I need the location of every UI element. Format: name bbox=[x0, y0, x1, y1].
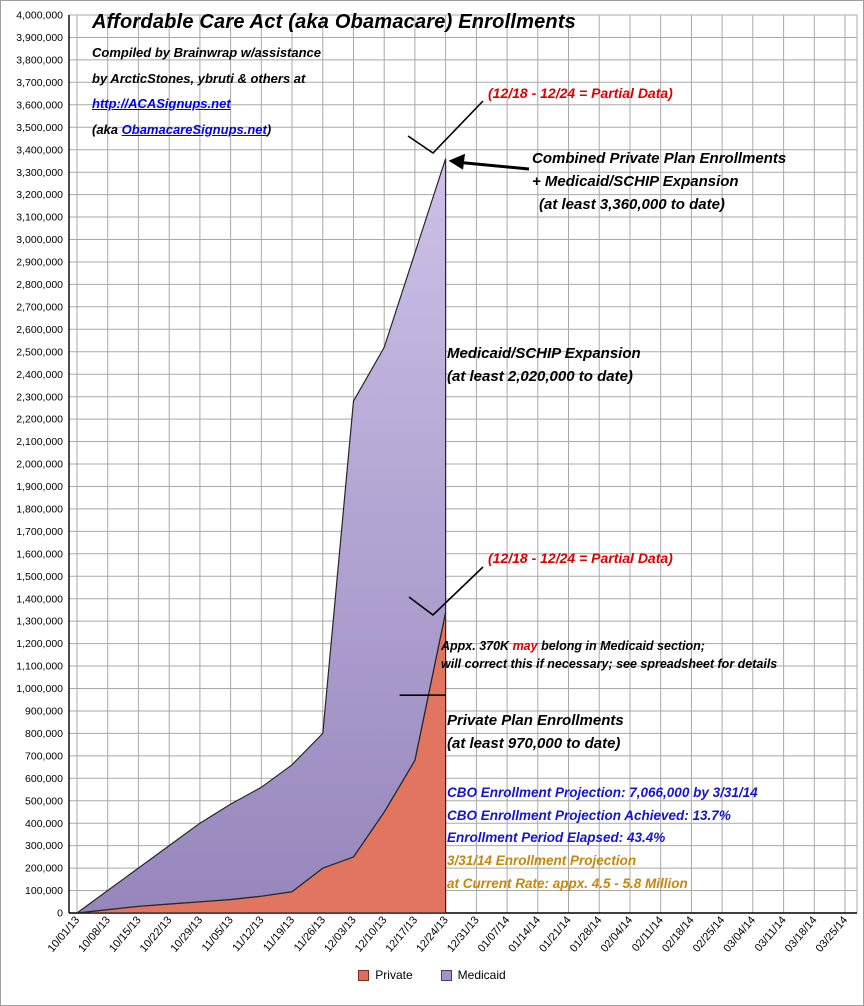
svg-text:1,500,000: 1,500,000 bbox=[16, 571, 63, 583]
svg-text:3,200,000: 3,200,000 bbox=[16, 189, 63, 201]
svg-text:1,100,000: 1,100,000 bbox=[16, 661, 63, 673]
svg-text:700,000: 700,000 bbox=[25, 751, 63, 763]
svg-text:12/24/13: 12/24/13 bbox=[414, 914, 451, 955]
svg-text:3,400,000: 3,400,000 bbox=[16, 144, 63, 156]
svg-text:2,300,000: 2,300,000 bbox=[16, 391, 63, 403]
legend-swatch-private bbox=[358, 969, 370, 981]
svg-text:100,000: 100,000 bbox=[25, 885, 63, 897]
combined-enrollments-note: Combined Private Plan Enrollments + Medi… bbox=[532, 147, 786, 216]
cbo-line-3: Enrollment Period Elapsed: 43.4% bbox=[447, 830, 666, 845]
legend-swatch-medicaid bbox=[440, 969, 452, 981]
svg-text:03/04/14: 03/04/14 bbox=[721, 914, 758, 955]
svg-text:200,000: 200,000 bbox=[25, 863, 63, 875]
correction-line-2: will correct this if necessary; see spre… bbox=[441, 657, 778, 671]
svg-text:3,100,000: 3,100,000 bbox=[16, 212, 63, 224]
svg-text:3,800,000: 3,800,000 bbox=[16, 55, 63, 67]
svg-text:1,900,000: 1,900,000 bbox=[16, 481, 63, 493]
svg-text:1,700,000: 1,700,000 bbox=[16, 526, 63, 538]
svg-text:0: 0 bbox=[57, 908, 63, 920]
note370-may: may bbox=[512, 639, 538, 653]
svg-text:400,000: 400,000 bbox=[25, 818, 63, 830]
obamacaresignups-link[interactable]: ObamacareSignups.net bbox=[121, 121, 267, 137]
medicaid-expansion-note: Medicaid/SCHIP Expansion (at least 2,020… bbox=[447, 342, 641, 388]
svg-text:01/28/14: 01/28/14 bbox=[568, 914, 605, 955]
svg-text:2,000,000: 2,000,000 bbox=[16, 459, 63, 471]
svg-text:3,300,000: 3,300,000 bbox=[16, 167, 63, 179]
svg-text:2,900,000: 2,900,000 bbox=[16, 257, 63, 269]
svg-text:3,500,000: 3,500,000 bbox=[16, 122, 63, 134]
cbo-projection-note: CBO Enrollment Projection: 7,066,000 by … bbox=[447, 782, 758, 850]
svg-text:500,000: 500,000 bbox=[25, 795, 63, 807]
acasignups-link[interactable]: http://ACASignups.net bbox=[92, 96, 231, 111]
svg-text:600,000: 600,000 bbox=[25, 773, 63, 785]
correction-line-1: Appx. 370K may belong in Medicaid sectio… bbox=[441, 637, 777, 655]
svg-text:1,000,000: 1,000,000 bbox=[16, 683, 63, 695]
legend-item-private[interactable]: Private bbox=[358, 968, 413, 982]
medicaid-line-1: Medicaid/SCHIP Expansion bbox=[447, 345, 641, 362]
combined-line-2: + Medicaid/SCHIP Expansion bbox=[532, 173, 739, 190]
partial-data-note-top: (12/18 - 12/24 = Partial Data) bbox=[488, 85, 673, 101]
svg-text:900,000: 900,000 bbox=[25, 706, 63, 718]
svg-text:2,600,000: 2,600,000 bbox=[16, 324, 63, 336]
credit-line-1: Compiled by Brainwrap w/assistance bbox=[92, 45, 322, 60]
svg-text:2,700,000: 2,700,000 bbox=[16, 301, 63, 313]
chart-title: Affordable Care Act (aka Obamacare) Enro… bbox=[92, 11, 576, 33]
svg-text:1,200,000: 1,200,000 bbox=[16, 638, 63, 650]
medicaid-correction-note: Appx. 370K may belong in Medicaid sectio… bbox=[441, 637, 777, 673]
partial-data-note-mid: (12/18 - 12/24 = Partial Data) bbox=[488, 550, 673, 566]
svg-text:02/04/14: 02/04/14 bbox=[599, 914, 636, 955]
note370-post: belong in Medicaid section; bbox=[537, 639, 705, 653]
svg-text:11/05/13: 11/05/13 bbox=[200, 914, 236, 954]
svg-text:2,200,000: 2,200,000 bbox=[16, 414, 63, 426]
svg-text:1,600,000: 1,600,000 bbox=[16, 548, 63, 560]
aka-prefix: (aka bbox=[92, 121, 122, 137]
combined-line-3: (at least 3,360,000 to date) bbox=[539, 196, 725, 213]
svg-text:3,700,000: 3,700,000 bbox=[16, 77, 63, 89]
svg-text:11/12/13: 11/12/13 bbox=[230, 914, 266, 954]
legend-item-medicaid[interactable]: Medicaid bbox=[440, 968, 506, 982]
cbo-line-2: CBO Enrollment Projection Achieved: 13.7… bbox=[447, 807, 731, 823]
combined-line-1: Combined Private Plan Enrollments bbox=[532, 150, 787, 167]
private-enrollments-note: Private Plan Enrollments (at least 970,0… bbox=[447, 709, 624, 755]
svg-text:1,300,000: 1,300,000 bbox=[16, 616, 63, 628]
svg-text:10/15/13: 10/15/13 bbox=[107, 914, 144, 955]
aka-suffix: ) bbox=[266, 121, 272, 137]
cbo-line-1: CBO Enrollment Projection: 7,066,000 by … bbox=[447, 785, 758, 800]
private-line-1: Private Plan Enrollments bbox=[447, 712, 624, 729]
credit-line-4: (aka ObamacareSignups.net) bbox=[92, 117, 576, 143]
note370-pre: Appx. 370K bbox=[441, 639, 513, 653]
credit-line-2: by ArcticStones, ybruti & others at bbox=[92, 70, 306, 86]
svg-text:3,900,000: 3,900,000 bbox=[16, 32, 63, 44]
svg-text:03/25/14: 03/25/14 bbox=[814, 914, 851, 955]
svg-text:300,000: 300,000 bbox=[25, 840, 63, 852]
credit-line-3: http://ACASignups.net bbox=[92, 91, 576, 117]
svg-text:1,800,000: 1,800,000 bbox=[16, 504, 63, 516]
svg-text:4,000,000: 4,000,000 bbox=[16, 10, 63, 22]
svg-text:3,000,000: 3,000,000 bbox=[16, 234, 63, 246]
chart-header: Affordable Care Act (aka Obamacare) Enro… bbox=[92, 11, 576, 142]
legend: Private Medicaid bbox=[1, 968, 863, 982]
svg-text:1,400,000: 1,400,000 bbox=[16, 593, 63, 605]
legend-label-private: Private bbox=[375, 968, 413, 982]
svg-text:2,800,000: 2,800,000 bbox=[16, 279, 63, 291]
svg-text:2,500,000: 2,500,000 bbox=[16, 346, 63, 358]
svg-text:11/19/13: 11/19/13 bbox=[261, 914, 297, 954]
legend-label-medicaid: Medicaid bbox=[457, 968, 506, 982]
svg-text:2,400,000: 2,400,000 bbox=[16, 369, 63, 381]
medicaid-line-2: (at least 2,020,000 to date) bbox=[447, 368, 633, 385]
proj-line-2: at Current Rate: appx. 4.5 - 5.8 Million bbox=[447, 875, 688, 891]
svg-text:3,600,000: 3,600,000 bbox=[16, 99, 63, 111]
svg-text:10/29/13: 10/29/13 bbox=[168, 914, 205, 955]
proj-line-1: 3/31/14 Enrollment Projection bbox=[447, 853, 637, 868]
private-line-2: (at least 970,000 to date) bbox=[447, 735, 621, 752]
svg-text:800,000: 800,000 bbox=[25, 728, 63, 740]
svg-text:2,100,000: 2,100,000 bbox=[16, 436, 63, 448]
current-rate-projection-note: 3/31/14 Enrollment Projection at Current… bbox=[447, 850, 688, 895]
